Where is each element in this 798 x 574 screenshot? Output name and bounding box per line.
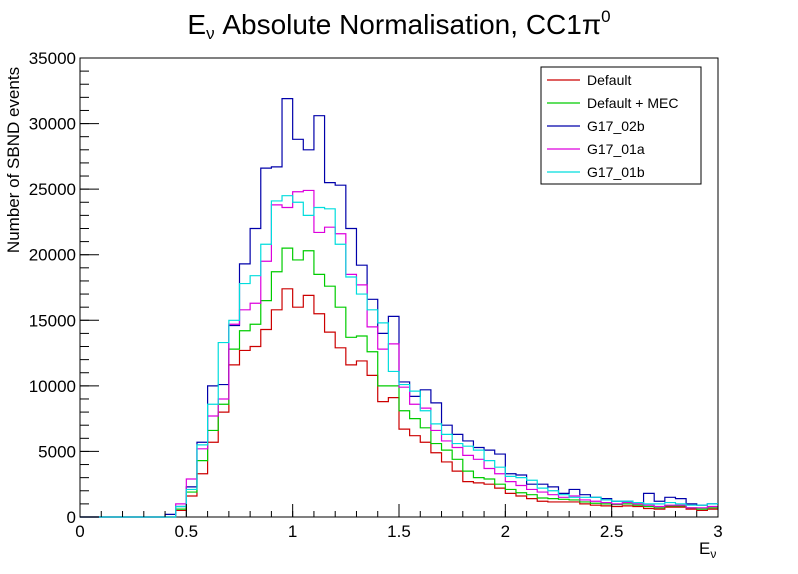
- legend-label: Default: [587, 72, 631, 88]
- series-line-g17-01a: [80, 189, 718, 518]
- chart-title-main: E: [187, 9, 206, 40]
- y-tick-label: 20000: [29, 246, 76, 265]
- y-axis-label: Number of SBND events: [4, 67, 23, 253]
- legend-label: G17_01b: [587, 164, 645, 180]
- chart-title-superscript: 0: [601, 7, 610, 26]
- legend-label: G17_02b: [587, 118, 645, 134]
- x-tick-label: 2: [501, 522, 510, 541]
- x-axis-label-subscript: ν: [710, 547, 716, 561]
- x-tick-label: 1.5: [387, 522, 411, 541]
- x-tick-label: 1: [288, 522, 297, 541]
- x-tick-label: 2.5: [600, 522, 624, 541]
- y-tick-label: 15000: [29, 311, 76, 330]
- y-tick-label: 5000: [38, 442, 76, 461]
- axes-layer: 0 0.5 1 1.5 2 2.5 3 0 5000 10000 15000 20000 25000 30…: [29, 49, 723, 541]
- x-tick-label: 0: [75, 522, 84, 541]
- series-line-g17-01b: [80, 195, 718, 518]
- legend-label: G17_01a: [587, 141, 645, 157]
- y-tick-label: 30000: [29, 115, 76, 134]
- x-tick-label: 0.5: [175, 522, 199, 541]
- x-axis-label-main: E: [699, 539, 710, 558]
- y-tick-label: 0: [67, 508, 76, 527]
- y-tick-label: 35000: [29, 49, 76, 68]
- chart-title: Eν Absolute Normalisation, CC1π0: [187, 7, 610, 43]
- y-tick-label: 10000: [29, 377, 76, 396]
- x-axis-label: Eν: [699, 539, 716, 561]
- chart-title-subscript: ν: [206, 24, 215, 43]
- legend-label: Default + MEC: [587, 95, 678, 111]
- legend: Default Default + MEC G17_02b G17_01a G17_01…: [540, 66, 702, 185]
- x-tick-label: 3: [713, 522, 722, 541]
- chart-title-rest: Absolute Normalisation, CC1π: [215, 9, 602, 40]
- y-tick-label: 25000: [29, 180, 76, 199]
